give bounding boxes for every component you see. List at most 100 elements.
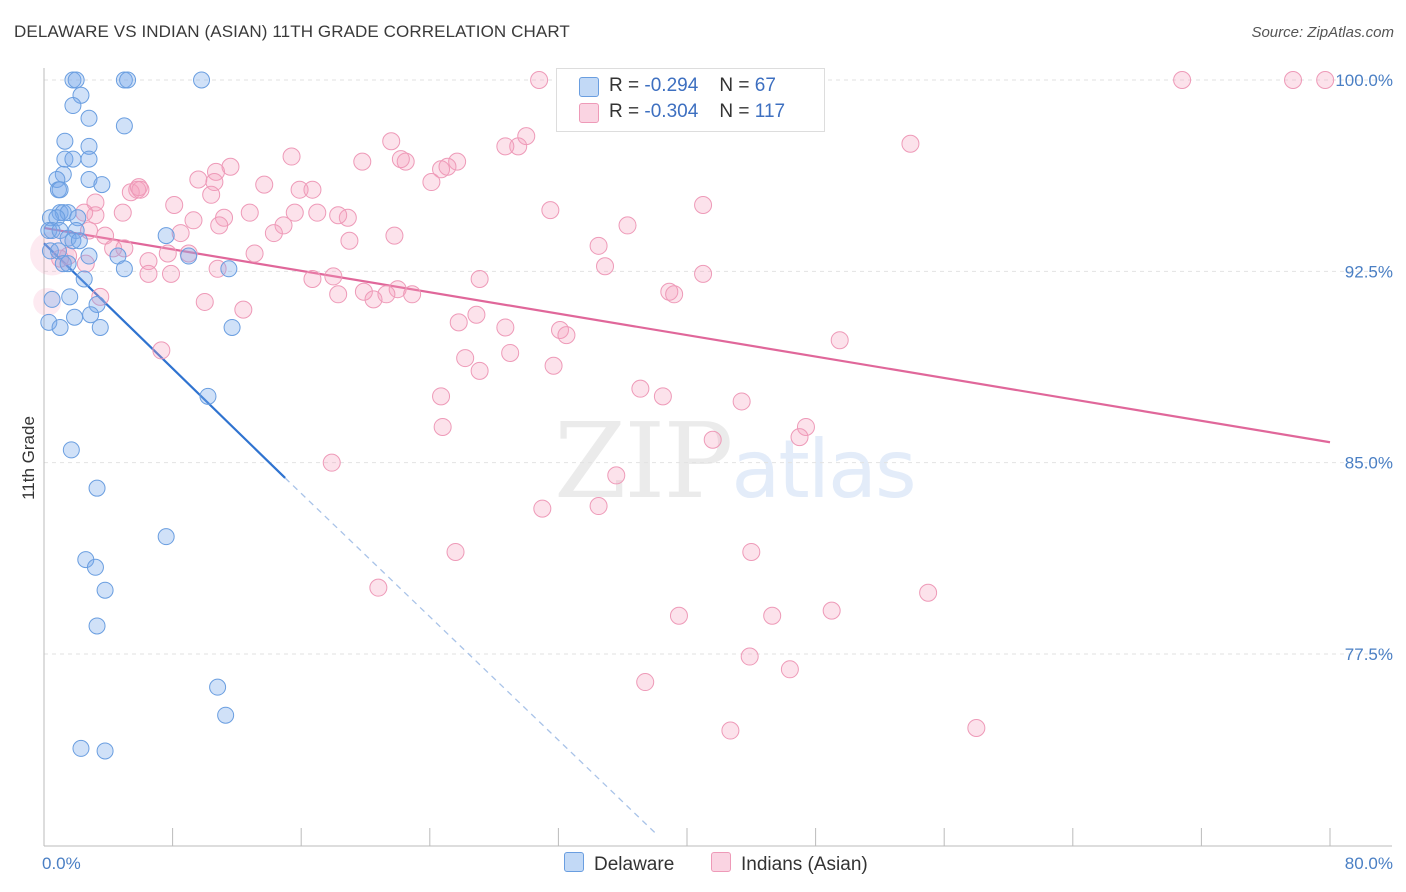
indian-point bbox=[234, 300, 253, 319]
y-tick-label: 77.5% bbox=[1345, 645, 1393, 664]
indian-point bbox=[158, 244, 177, 263]
indian-point bbox=[796, 417, 815, 436]
delaware-point bbox=[193, 71, 211, 89]
delaware-points bbox=[40, 71, 241, 760]
indian-point bbox=[195, 292, 214, 311]
delaware-point bbox=[80, 247, 98, 265]
delaware-point bbox=[91, 318, 109, 336]
bottom-legend-delaware-label: Delaware bbox=[594, 854, 675, 875]
delaware-point bbox=[209, 678, 227, 696]
indian-point bbox=[86, 206, 105, 225]
delaware-point bbox=[93, 176, 111, 194]
indian-point bbox=[541, 201, 560, 220]
delaware-point bbox=[115, 260, 133, 278]
delaware-point bbox=[157, 227, 175, 245]
delaware-point bbox=[115, 117, 133, 135]
indian-point bbox=[285, 203, 304, 222]
x-tick-label-min: 0.0% bbox=[42, 854, 81, 873]
indian-swatch bbox=[579, 103, 599, 123]
indian-point bbox=[557, 326, 576, 345]
indian-point bbox=[308, 203, 327, 222]
indian-point bbox=[139, 264, 158, 283]
indian-point bbox=[282, 147, 301, 166]
indian-point bbox=[86, 193, 105, 212]
delaware-point bbox=[96, 742, 114, 760]
indian-point bbox=[509, 137, 528, 156]
indian-point bbox=[161, 264, 180, 283]
indian-point bbox=[139, 252, 158, 271]
y-tick-label: 85.0% bbox=[1345, 454, 1393, 473]
delaware-point bbox=[88, 295, 106, 313]
indian-point bbox=[496, 318, 515, 337]
indian-point bbox=[385, 226, 404, 245]
chart-source: Source: ZipAtlas.com bbox=[1251, 24, 1394, 41]
indian-point bbox=[189, 170, 208, 189]
delaware-point bbox=[75, 270, 93, 288]
indian-point bbox=[780, 660, 799, 679]
indian-point bbox=[669, 606, 688, 625]
grid-lines bbox=[44, 79, 1392, 655]
indian-point bbox=[255, 175, 274, 194]
delaware-point bbox=[59, 229, 77, 247]
delaware-trend-line bbox=[43, 242, 286, 479]
indian-point bbox=[732, 392, 751, 411]
indian-point bbox=[694, 264, 713, 283]
indian-point-cluster bbox=[30, 231, 75, 276]
delaware-point bbox=[51, 318, 69, 336]
delaware-point bbox=[80, 109, 98, 127]
delaware-point bbox=[67, 71, 85, 89]
indian-point bbox=[245, 244, 264, 263]
indian-point bbox=[618, 216, 637, 235]
indian-point bbox=[290, 180, 309, 199]
indian-point bbox=[456, 349, 475, 368]
indian-point bbox=[329, 285, 348, 304]
delaware-point bbox=[64, 97, 82, 115]
indian-point bbox=[329, 206, 348, 225]
indian-point bbox=[202, 185, 221, 204]
indian-point bbox=[303, 180, 322, 199]
delaware-point bbox=[80, 170, 98, 188]
indian-point bbox=[589, 236, 608, 255]
delaware-point bbox=[80, 150, 98, 168]
delaware-point bbox=[80, 137, 98, 155]
delaware-point bbox=[199, 387, 217, 405]
delaware-point bbox=[82, 306, 100, 324]
indian-point bbox=[467, 305, 486, 324]
delaware-point bbox=[43, 290, 61, 308]
delaware-point bbox=[217, 706, 235, 724]
indian-point bbox=[184, 211, 203, 230]
indian-point bbox=[694, 196, 713, 215]
indian-point bbox=[1173, 71, 1192, 89]
delaware-point bbox=[56, 132, 74, 150]
indian-point bbox=[324, 267, 343, 286]
delaware-r-value: -0.294 bbox=[644, 75, 699, 96]
chart-title: DELAWARE VS INDIAN (ASIAN) 11TH GRADE CO… bbox=[14, 22, 570, 41]
indian-point bbox=[438, 157, 457, 176]
indian-point bbox=[822, 601, 841, 620]
indian-point bbox=[533, 499, 552, 518]
indian-point bbox=[721, 721, 740, 740]
indian-point bbox=[432, 387, 451, 406]
indian-point bbox=[382, 132, 401, 151]
delaware-point bbox=[69, 209, 87, 227]
indian-point bbox=[240, 203, 259, 222]
y-tick-label: 92.5% bbox=[1345, 262, 1393, 281]
delaware-point bbox=[180, 247, 198, 265]
axes bbox=[43, 68, 1392, 847]
delaware-point bbox=[61, 288, 79, 306]
indian-point bbox=[322, 453, 341, 472]
delaware-point bbox=[88, 617, 106, 635]
delaware-point bbox=[66, 308, 84, 326]
delaware-point bbox=[64, 150, 82, 168]
indian-point bbox=[364, 290, 383, 309]
indian-r-value: -0.304 bbox=[644, 101, 699, 122]
indian-point bbox=[607, 466, 626, 485]
bottom-legend-delaware: Delaware bbox=[564, 852, 674, 876]
indian-point bbox=[210, 216, 229, 235]
indian-point bbox=[470, 361, 489, 380]
delaware-point bbox=[51, 181, 69, 199]
indian-swatch bbox=[711, 852, 731, 872]
indian-point bbox=[665, 285, 684, 304]
indian-point bbox=[171, 224, 190, 243]
legend-r-label: R = bbox=[609, 75, 640, 96]
